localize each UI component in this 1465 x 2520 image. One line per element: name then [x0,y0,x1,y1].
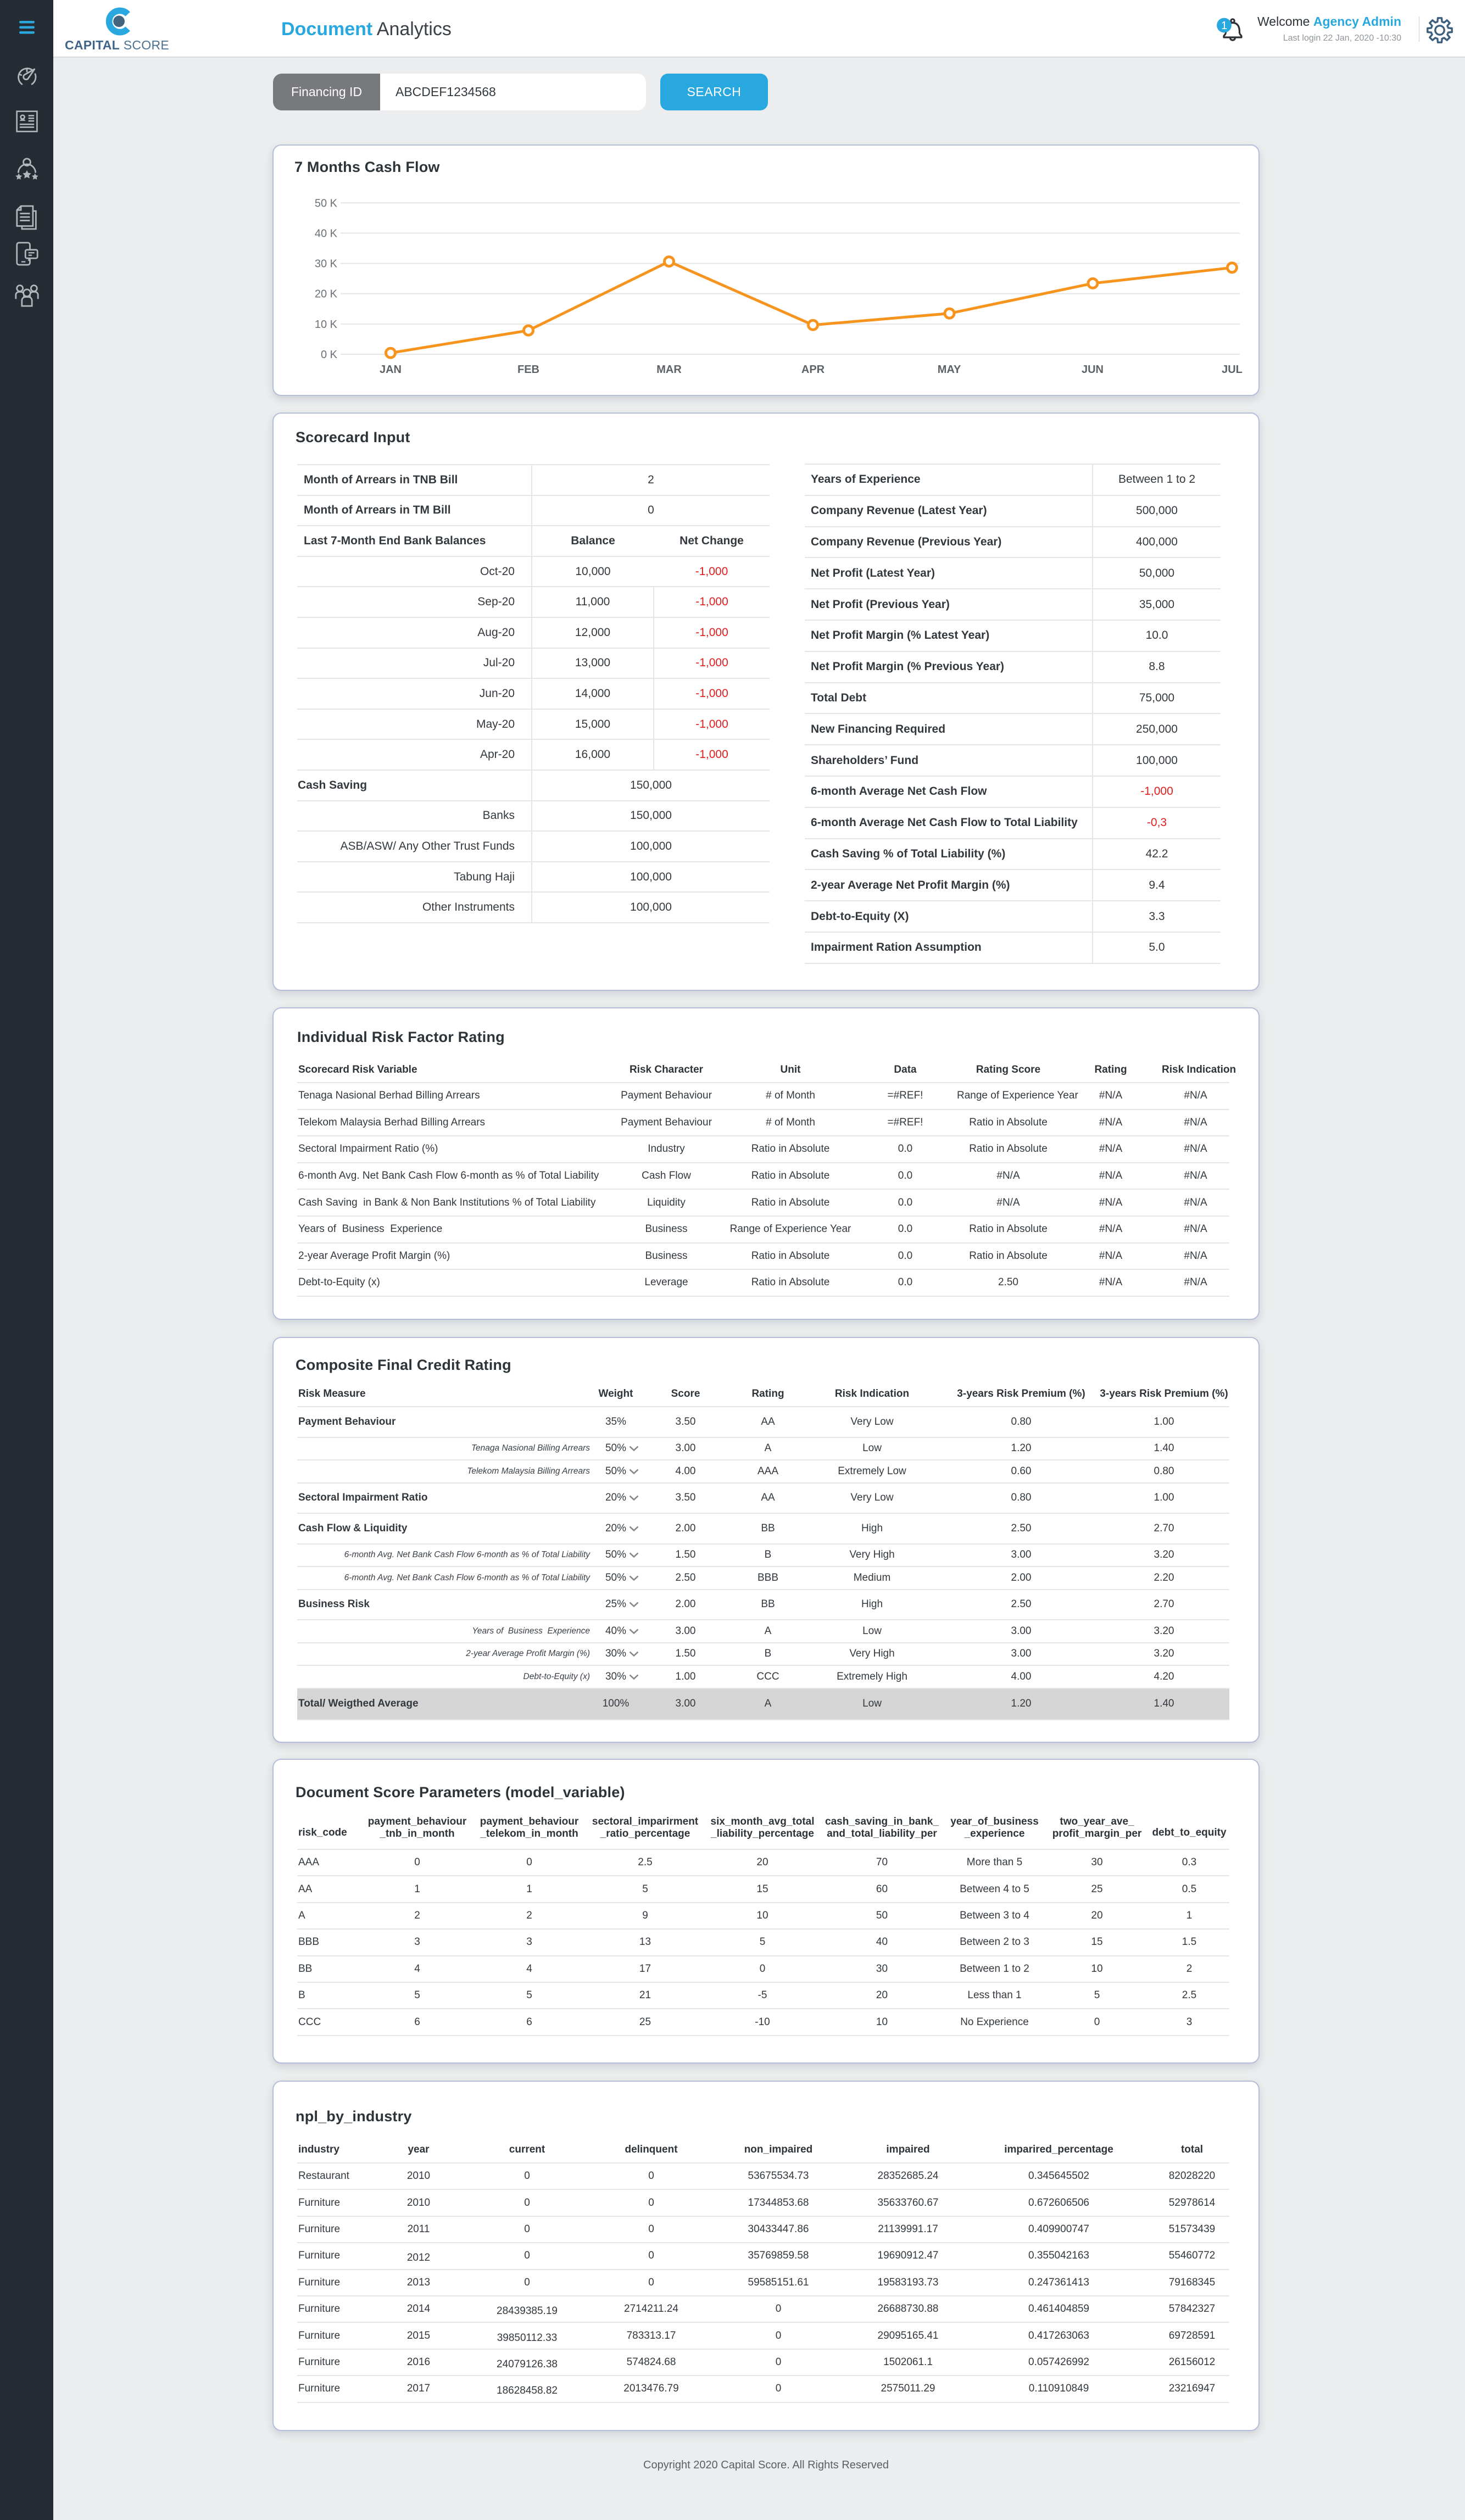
svg-text:JUL: JUL [1222,364,1243,376]
svg-text:10 K: 10 K [315,319,338,331]
svg-text:0 K: 0 K [321,349,338,361]
svg-text:FEB: FEB [517,364,539,376]
svg-text:MAY: MAY [938,364,961,376]
svg-text:APR: APR [801,364,825,376]
svg-text:MAR: MAR [656,364,682,376]
svg-text:20 K: 20 K [315,288,338,300]
svg-text:1: 1 [1221,20,1227,32]
svg-text:40 K: 40 K [315,227,338,239]
svg-text:30 K: 30 K [315,258,338,270]
svg-text:50 K: 50 K [315,197,338,209]
svg-text:JAN: JAN [380,364,402,376]
svg-text:JUN: JUN [1082,364,1104,376]
